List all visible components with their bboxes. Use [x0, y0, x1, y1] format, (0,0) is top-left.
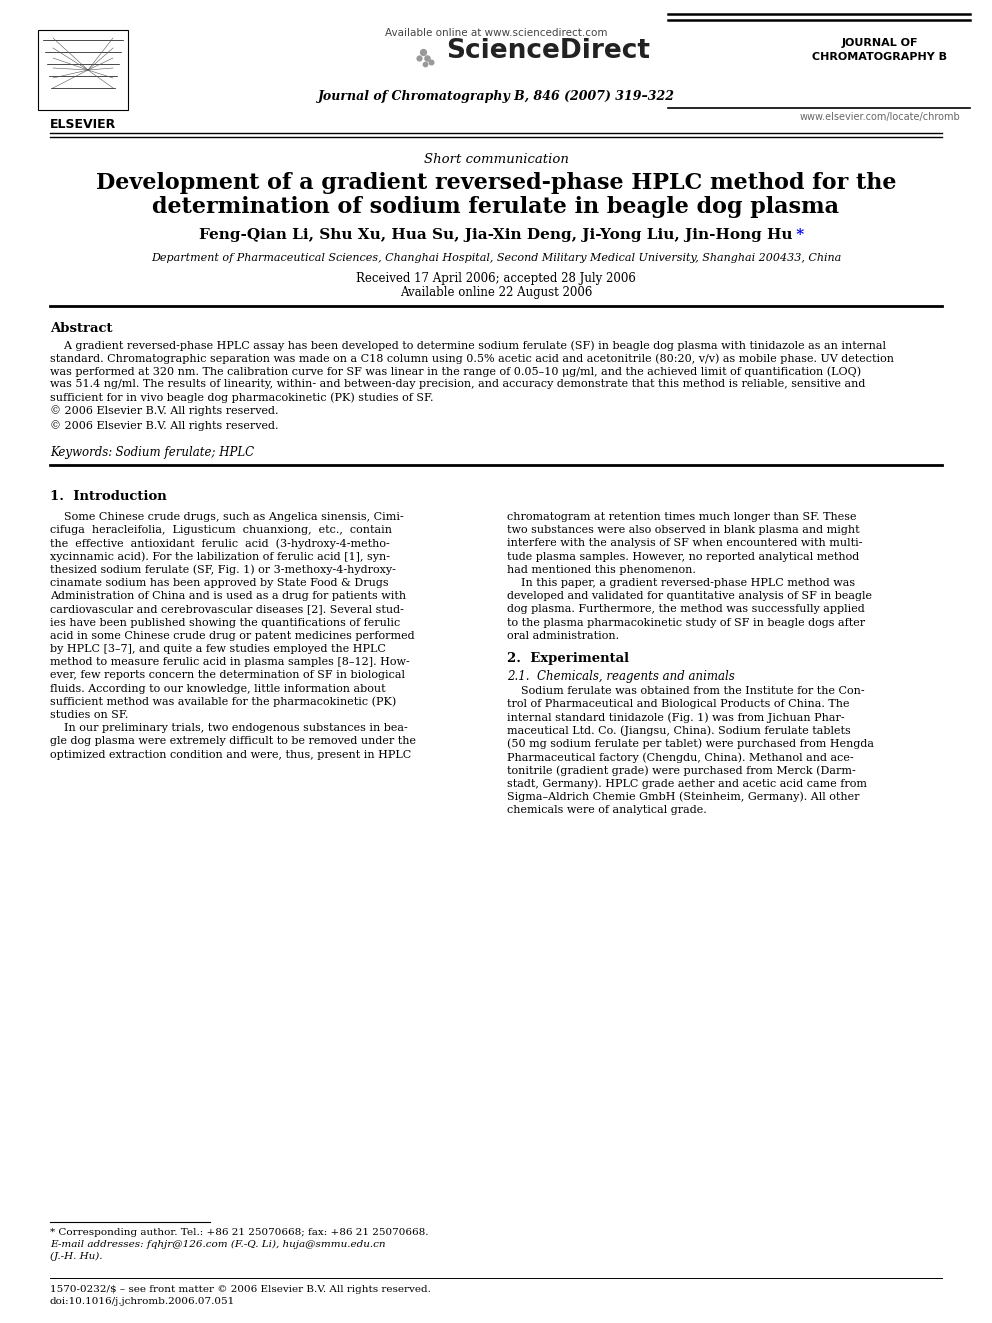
- Text: ScienceDirect: ScienceDirect: [446, 38, 650, 64]
- Text: cinamate sodium has been approved by State Food & Drugs: cinamate sodium has been approved by Sta…: [50, 578, 389, 587]
- Text: stadt, Germany). HPLC grade aether and acetic acid came from: stadt, Germany). HPLC grade aether and a…: [507, 778, 867, 789]
- Text: Sigma–Aldrich Chemie GmbH (Steinheim, Germany). All other: Sigma–Aldrich Chemie GmbH (Steinheim, Ge…: [507, 791, 859, 802]
- Text: method to measure ferulic acid in plasma samples [8–12]. How-: method to measure ferulic acid in plasma…: [50, 658, 410, 667]
- Text: E-mail addresses: fqhjr@126.com (F.-Q. Li), huja@smmu.edu.cn: E-mail addresses: fqhjr@126.com (F.-Q. L…: [50, 1240, 386, 1249]
- Text: Sodium ferulate was obtained from the Institute for the Con-: Sodium ferulate was obtained from the In…: [507, 687, 865, 696]
- Text: *: *: [791, 228, 805, 242]
- Text: tude plasma samples. However, no reported analytical method: tude plasma samples. However, no reporte…: [507, 552, 859, 561]
- Text: JOURNAL OF: JOURNAL OF: [842, 38, 919, 48]
- Text: determination of sodium ferulate in beagle dog plasma: determination of sodium ferulate in beag…: [153, 196, 839, 218]
- Text: Available online at www.sciencedirect.com: Available online at www.sciencedirect.co…: [385, 28, 607, 38]
- Text: 1.  Introduction: 1. Introduction: [50, 490, 167, 503]
- Text: the  effective  antioxidant  ferulic  acid  (3-hydroxy-4-metho-: the effective antioxidant ferulic acid (…: [50, 538, 390, 549]
- Text: 2.1.  Chemicals, reagents and animals: 2.1. Chemicals, reagents and animals: [507, 669, 735, 683]
- Text: developed and validated for quantitative analysis of SF in beagle: developed and validated for quantitative…: [507, 591, 872, 601]
- Text: www.elsevier.com/locate/chromb: www.elsevier.com/locate/chromb: [800, 112, 960, 122]
- Text: cardiovascular and cerebrovascular diseases [2]. Several stud-: cardiovascular and cerebrovascular disea…: [50, 605, 404, 614]
- Text: © 2006 Elsevier B.V. All rights reserved.: © 2006 Elsevier B.V. All rights reserved…: [50, 419, 279, 431]
- Text: Received 17 April 2006; accepted 28 July 2006: Received 17 April 2006; accepted 28 July…: [356, 273, 636, 284]
- Text: In this paper, a gradient reversed-phase HPLC method was: In this paper, a gradient reversed-phase…: [507, 578, 855, 587]
- Text: Keywords:: Keywords:: [50, 446, 112, 459]
- Text: had mentioned this phenomenon.: had mentioned this phenomenon.: [507, 565, 695, 574]
- Text: optimized extraction condition and were, thus, present in HPLC: optimized extraction condition and were,…: [50, 750, 412, 759]
- Text: sufficient method was available for the pharmacokinetic (PK): sufficient method was available for the …: [50, 697, 396, 708]
- Text: A gradient reversed-phase HPLC assay has been developed to determine sodium feru: A gradient reversed-phase HPLC assay has…: [50, 340, 886, 351]
- Text: Development of a gradient reversed-phase HPLC method for the: Development of a gradient reversed-phase…: [96, 172, 896, 194]
- Text: interfere with the analysis of SF when encountered with multi-: interfere with the analysis of SF when e…: [507, 538, 862, 549]
- Text: Department of Pharmaceutical Sciences, Changhai Hospital, Second Military Medica: Department of Pharmaceutical Sciences, C…: [151, 253, 841, 263]
- Point: [417, 53, 433, 74]
- Text: cifuga  heracleifolia,  Ligusticum  chuanxiong,  etc.,  contain: cifuga heracleifolia, Ligusticum chuanxi…: [50, 525, 392, 536]
- Text: acid in some Chinese crude drug or patent medicines performed: acid in some Chinese crude drug or paten…: [50, 631, 415, 640]
- Text: 2.  Experimental: 2. Experimental: [507, 652, 629, 665]
- Text: chemicals were of analytical grade.: chemicals were of analytical grade.: [507, 804, 706, 815]
- Text: oral administration.: oral administration.: [507, 631, 619, 640]
- Point: [419, 48, 434, 69]
- Text: tonitrile (gradient grade) were purchased from Merck (Darm-: tonitrile (gradient grade) were purchase…: [507, 765, 856, 775]
- Text: CHROMATOGRAPHY B: CHROMATOGRAPHY B: [812, 52, 947, 62]
- Text: to the plasma pharmacokinetic study of SF in beagle dogs after: to the plasma pharmacokinetic study of S…: [507, 618, 865, 627]
- Text: Feng-Qian Li, Shu Xu, Hua Su, Jia-Xin Deng, Ji-Yong Liu, Jin-Hong Hu: Feng-Qian Li, Shu Xu, Hua Su, Jia-Xin De…: [199, 228, 793, 242]
- Text: Pharmaceutical factory (Chengdu, China). Methanol and ace-: Pharmaceutical factory (Chengdu, China).…: [507, 751, 854, 762]
- Text: was performed at 320 nm. The calibration curve for SF was linear in the range of: was performed at 320 nm. The calibration…: [50, 366, 861, 377]
- Text: ies have been published showing the quantifications of ferulic: ies have been published showing the quan…: [50, 618, 400, 627]
- Text: internal standard tinidazole (Fig. 1) was from Jichuan Phar-: internal standard tinidazole (Fig. 1) wa…: [507, 712, 844, 722]
- Text: In our preliminary trials, two endogenous substances in bea-: In our preliminary trials, two endogenou…: [50, 724, 408, 733]
- Text: ELSEVIER: ELSEVIER: [50, 118, 116, 131]
- Text: was 51.4 ng/ml. The results of linearity, within- and between-day precision, and: was 51.4 ng/ml. The results of linearity…: [50, 378, 865, 389]
- Bar: [38, 30, 128, 110]
- Text: (50 mg sodium ferulate per tablet) were purchased from Hengda: (50 mg sodium ferulate per tablet) were …: [507, 738, 874, 749]
- Text: Available online 22 August 2006: Available online 22 August 2006: [400, 286, 592, 299]
- Text: maceutical Ltd. Co. (Jiangsu, China). Sodium ferulate tablets: maceutical Ltd. Co. (Jiangsu, China). So…: [507, 725, 851, 736]
- Text: Sodium ferulate; HPLC: Sodium ferulate; HPLC: [108, 446, 254, 459]
- Text: doi:10.1016/j.jchromb.2006.07.051: doi:10.1016/j.jchromb.2006.07.051: [50, 1297, 235, 1306]
- Point: [423, 52, 438, 73]
- Text: two substances were also observed in blank plasma and might: two substances were also observed in bla…: [507, 525, 860, 536]
- Text: Administration of China and is used as a drug for patients with: Administration of China and is used as a…: [50, 591, 406, 601]
- Text: by HPLC [3–7], and quite a few studies employed the HPLC: by HPLC [3–7], and quite a few studies e…: [50, 644, 386, 654]
- Text: Short communication: Short communication: [424, 153, 568, 165]
- Text: thesized sodium ferulate (SF, Fig. 1) or 3-methoxy-4-hydroxy-: thesized sodium ferulate (SF, Fig. 1) or…: [50, 565, 396, 576]
- Text: trol of Pharmaceutical and Biological Products of China. The: trol of Pharmaceutical and Biological Pr…: [507, 699, 849, 709]
- Text: Abstract: Abstract: [50, 321, 112, 335]
- Text: Some Chinese crude drugs, such as Angelica sinensis, Cimi-: Some Chinese crude drugs, such as Angeli…: [50, 512, 404, 523]
- Text: 1570-0232/$ – see front matter © 2006 Elsevier B.V. All rights reserved.: 1570-0232/$ – see front matter © 2006 El…: [50, 1285, 431, 1294]
- Text: chromatogram at retention times much longer than SF. These: chromatogram at retention times much lon…: [507, 512, 856, 523]
- Point: [411, 48, 427, 69]
- Text: studies on SF.: studies on SF.: [50, 710, 128, 720]
- Text: * Corresponding author. Tel.: +86 21 25070668; fax: +86 21 25070668.: * Corresponding author. Tel.: +86 21 250…: [50, 1228, 429, 1237]
- Text: fluids. According to our knowledge, little information about: fluids. According to our knowledge, litt…: [50, 684, 386, 693]
- Text: dog plasma. Furthermore, the method was successfully applied: dog plasma. Furthermore, the method was …: [507, 605, 865, 614]
- Text: © 2006 Elsevier B.V. All rights reserved.: © 2006 Elsevier B.V. All rights reserved…: [50, 405, 279, 415]
- Text: ever, few reports concern the determination of SF in biological: ever, few reports concern the determinat…: [50, 671, 405, 680]
- Point: [415, 41, 431, 62]
- Text: gle dog plasma were extremely difficult to be removed under the: gle dog plasma were extremely difficult …: [50, 737, 416, 746]
- Text: standard. Chromatographic separation was made on a C18 column using 0.5% acetic : standard. Chromatographic separation was…: [50, 353, 894, 364]
- Text: sufficient for in vivo beagle dog pharmacokinetic (PK) studies of SF.: sufficient for in vivo beagle dog pharma…: [50, 392, 434, 402]
- Text: Journal of Chromatography B, 846 (2007) 319–322: Journal of Chromatography B, 846 (2007) …: [317, 90, 675, 103]
- Text: (J.-H. Hu).: (J.-H. Hu).: [50, 1252, 102, 1261]
- Text: xycinnamic acid). For the labilization of ferulic acid [1], syn-: xycinnamic acid). For the labilization o…: [50, 552, 390, 562]
